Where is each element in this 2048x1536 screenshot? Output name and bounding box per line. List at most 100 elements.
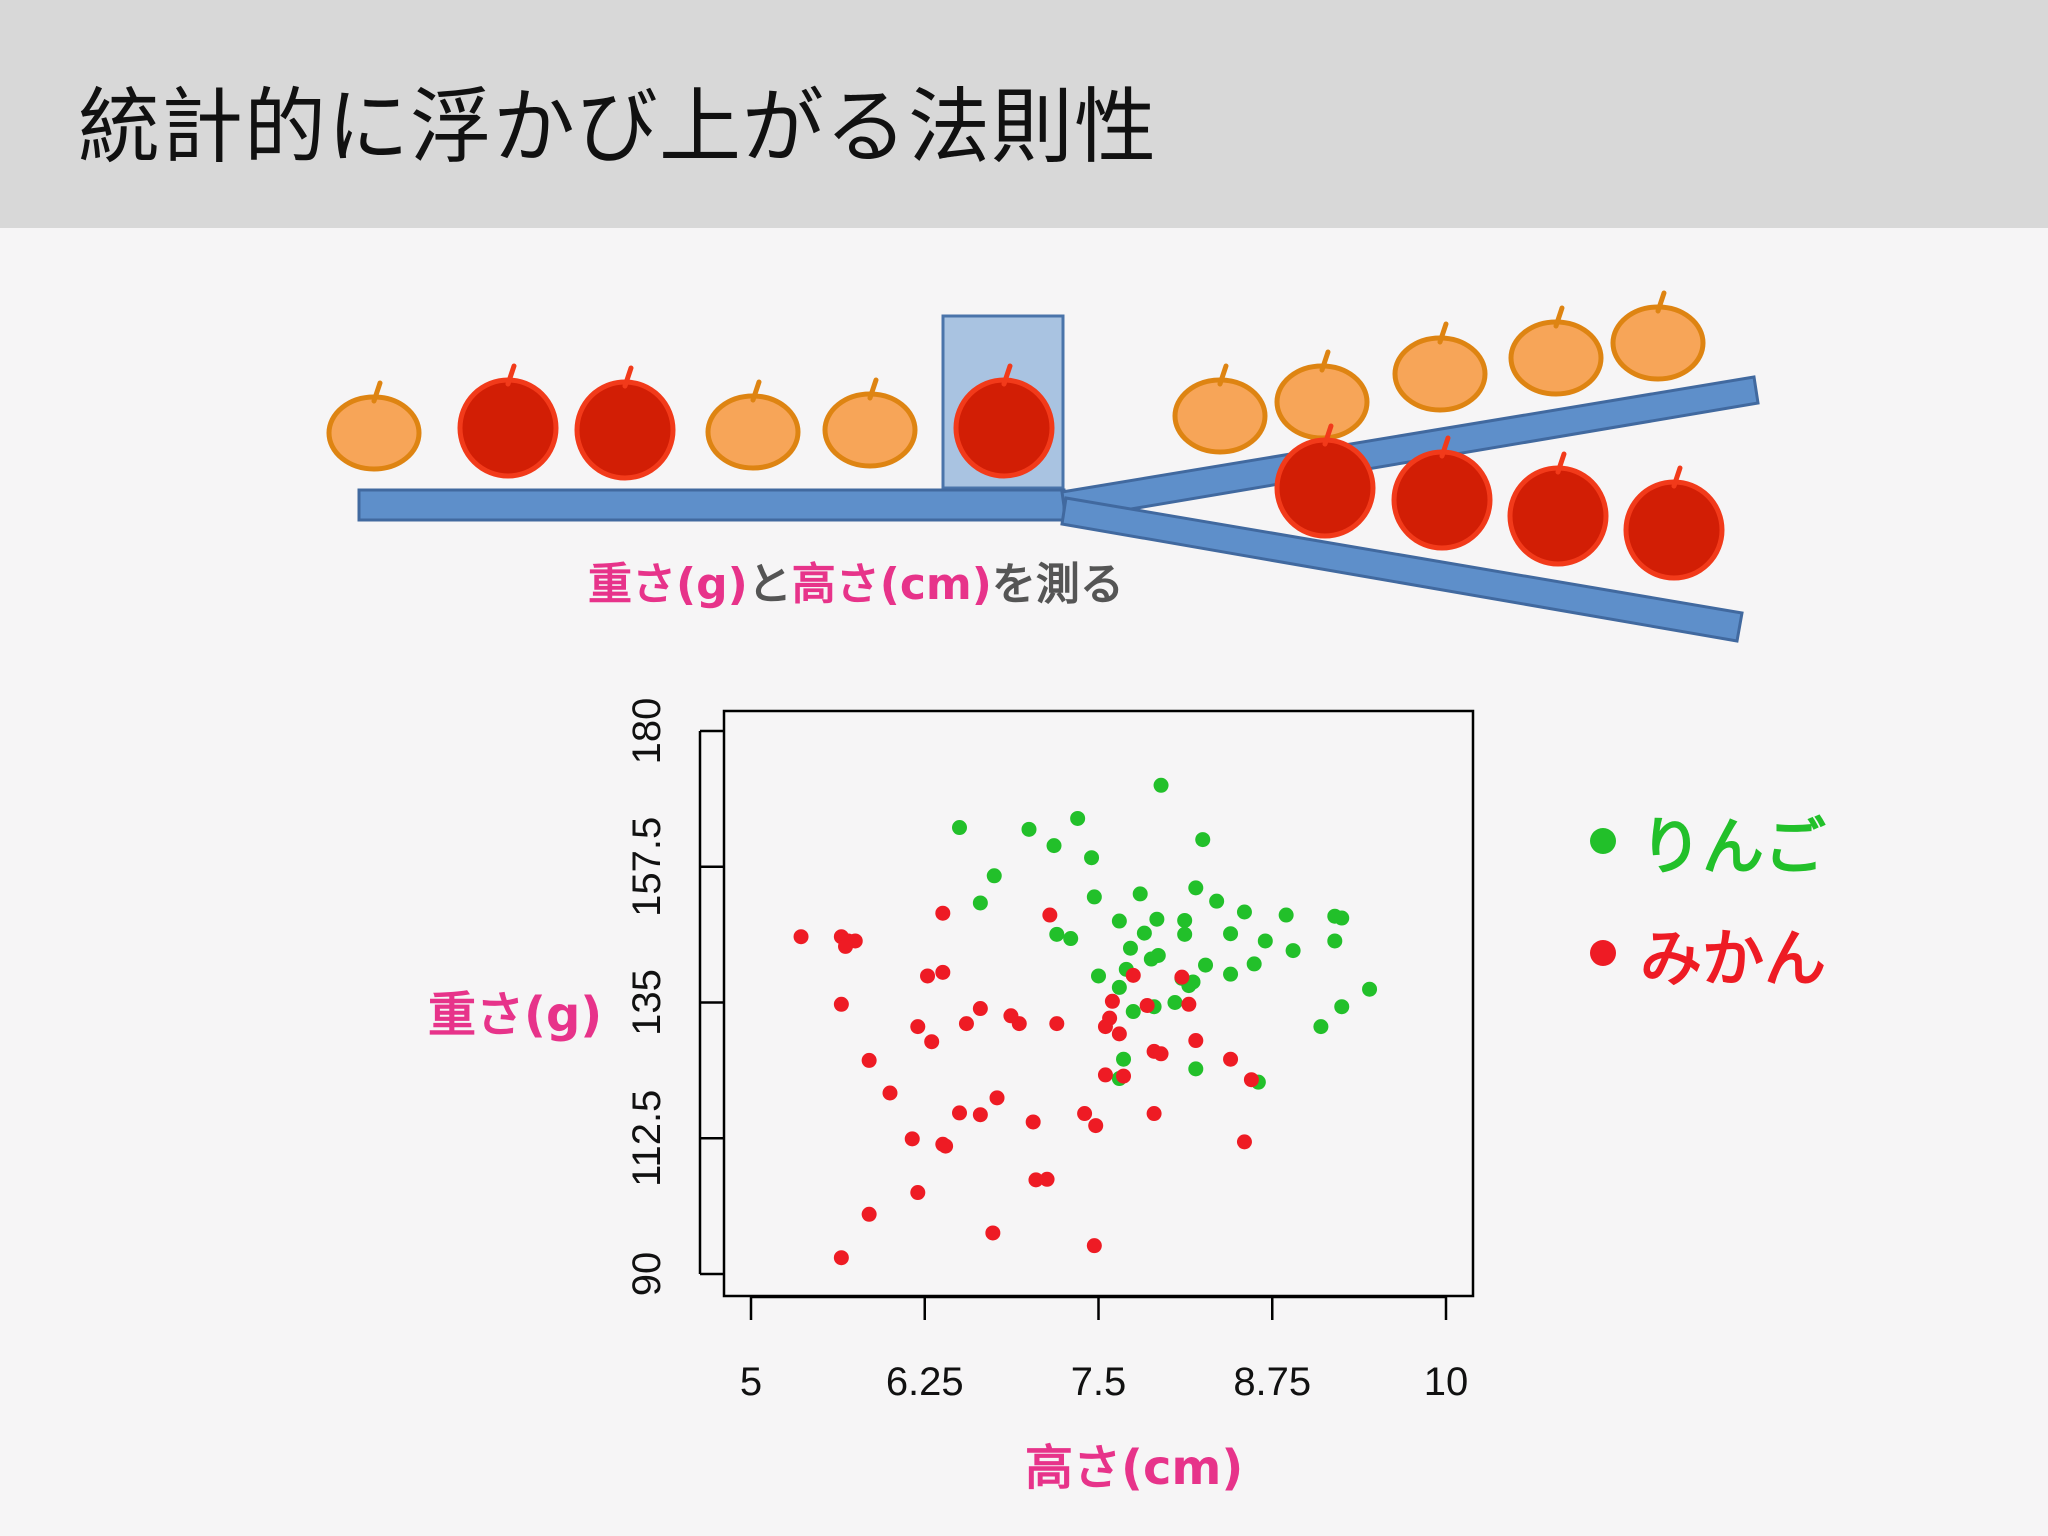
- apple-fruit-icon: [1623, 465, 1725, 581]
- mandarin-point: [793, 929, 809, 945]
- apple-point: [1209, 893, 1225, 909]
- legend-apple-marker: [1590, 828, 1616, 854]
- apple-point: [1334, 910, 1350, 926]
- apple-point: [1177, 912, 1193, 928]
- mandarin-point: [1116, 1068, 1132, 1084]
- apple-point: [952, 820, 967, 836]
- apple-point: [1236, 904, 1252, 920]
- sorting-illustration: [326, 290, 1760, 643]
- caption-measure: を測る: [991, 559, 1124, 610]
- apple-point: [1046, 838, 1062, 854]
- y-tick-label: 112.5: [625, 1090, 669, 1187]
- apple-fruit-icon: [1507, 451, 1609, 567]
- apple-fruit-icon: [1391, 435, 1493, 551]
- mandarin-point: [958, 1016, 974, 1032]
- apple-point: [1150, 947, 1166, 963]
- apple-point: [1111, 913, 1127, 929]
- x-tick-label: 10: [1424, 1360, 1469, 1404]
- series-mandarin: [793, 905, 1259, 1266]
- mandarin-point: [1097, 1067, 1113, 1083]
- mandarin-point: [1077, 1106, 1093, 1122]
- mandarin-point: [952, 1105, 967, 1121]
- mandarin-point: [1049, 1016, 1065, 1032]
- mandarin-point: [989, 1090, 1005, 1106]
- mandarin-point: [1028, 1172, 1044, 1188]
- mandarin-point: [920, 968, 936, 984]
- apple-point: [1223, 966, 1239, 982]
- apple-point: [1086, 889, 1102, 905]
- y-tick-label: 90: [625, 1252, 669, 1297]
- apple-point: [1257, 933, 1273, 949]
- apple-point: [972, 895, 988, 911]
- mandarin-fruit-icon: [1172, 363, 1268, 455]
- series-apple: [952, 777, 1378, 1090]
- x-axis-label: 高さ(cm): [1025, 1440, 1244, 1496]
- mandarin-point: [838, 938, 854, 954]
- apple-point: [1084, 850, 1100, 866]
- apple-fruit-icon: [457, 363, 559, 479]
- mandarin-fruit-icon: [326, 380, 422, 472]
- apple-point: [1195, 832, 1211, 848]
- apple-point: [1167, 995, 1183, 1010]
- mandarin-point: [1111, 1026, 1127, 1042]
- mandarin-point: [1104, 993, 1120, 1009]
- apple-point: [1136, 925, 1152, 941]
- apple-point: [1091, 968, 1106, 984]
- apple-point: [1188, 1061, 1204, 1077]
- mandarin-point: [938, 1138, 954, 1154]
- mandarin-point: [882, 1085, 898, 1101]
- caption-height: 高さ(cm): [791, 559, 992, 610]
- mandarin-point: [1153, 1046, 1169, 1062]
- x-tick-label: 7.5: [1071, 1360, 1127, 1404]
- apple-point: [1070, 810, 1086, 826]
- mandarin-point: [1088, 1118, 1104, 1134]
- mandarin-point: [1223, 1051, 1239, 1067]
- mandarin-point: [1097, 1019, 1113, 1035]
- x-tick-label: 8.75: [1233, 1360, 1311, 1404]
- apple-point: [1327, 933, 1343, 949]
- mandarin-point: [904, 1131, 920, 1147]
- mandarin-point: [910, 1019, 926, 1035]
- apple-point: [1313, 1019, 1329, 1035]
- mandarin-point: [861, 1206, 877, 1222]
- mandarin-fruit-icon: [1508, 305, 1604, 397]
- mandarin-point: [1146, 1106, 1162, 1122]
- mandarin-point: [833, 1250, 849, 1266]
- apple-point: [1132, 886, 1148, 902]
- mandarin-point: [935, 964, 951, 980]
- apple-point: [986, 868, 1002, 884]
- mandarin-point: [985, 1225, 1001, 1241]
- apple-point: [1153, 777, 1169, 793]
- mandarin-point: [1181, 996, 1197, 1012]
- x-tick-label: 6.25: [886, 1360, 964, 1404]
- mandarin-point: [935, 905, 951, 921]
- slide-title: 統計的に浮かび上がる法則性: [78, 80, 1158, 175]
- mandarin-point: [1243, 1072, 1259, 1088]
- y-tick-label: 180: [625, 698, 669, 765]
- apple-point: [1122, 940, 1138, 956]
- mandarin-fruit-icon: [705, 379, 801, 471]
- legend-apple-label: りんご: [1640, 810, 1827, 883]
- legend-mandarin-label: みかん: [1640, 922, 1827, 995]
- mandarin-point: [1174, 969, 1190, 985]
- mandarin-point: [972, 1107, 988, 1123]
- apple-point: [1223, 926, 1239, 942]
- apple-point: [1111, 979, 1127, 995]
- legend-item-apple: りんご: [1590, 796, 1826, 886]
- y-axis-label: 重さ(g): [428, 987, 603, 1043]
- mandarin-point: [1125, 967, 1141, 983]
- mandarin-point: [1139, 998, 1155, 1014]
- mandarin-fruit-icon: [822, 377, 918, 469]
- mandarin-fruit-icon: [1610, 290, 1706, 382]
- mandarin-point: [1042, 907, 1058, 923]
- apple-point: [1362, 981, 1378, 997]
- mandarin-point: [1025, 1114, 1041, 1130]
- apple-point: [1125, 1004, 1141, 1020]
- y-tick-label: 157.5: [625, 817, 669, 917]
- apple-point: [1188, 880, 1204, 896]
- caption-weight: 重さ(g): [588, 559, 748, 610]
- mandarin-point: [924, 1034, 940, 1050]
- legend-mandarin-marker: [1590, 940, 1616, 966]
- apple-point: [1177, 926, 1193, 942]
